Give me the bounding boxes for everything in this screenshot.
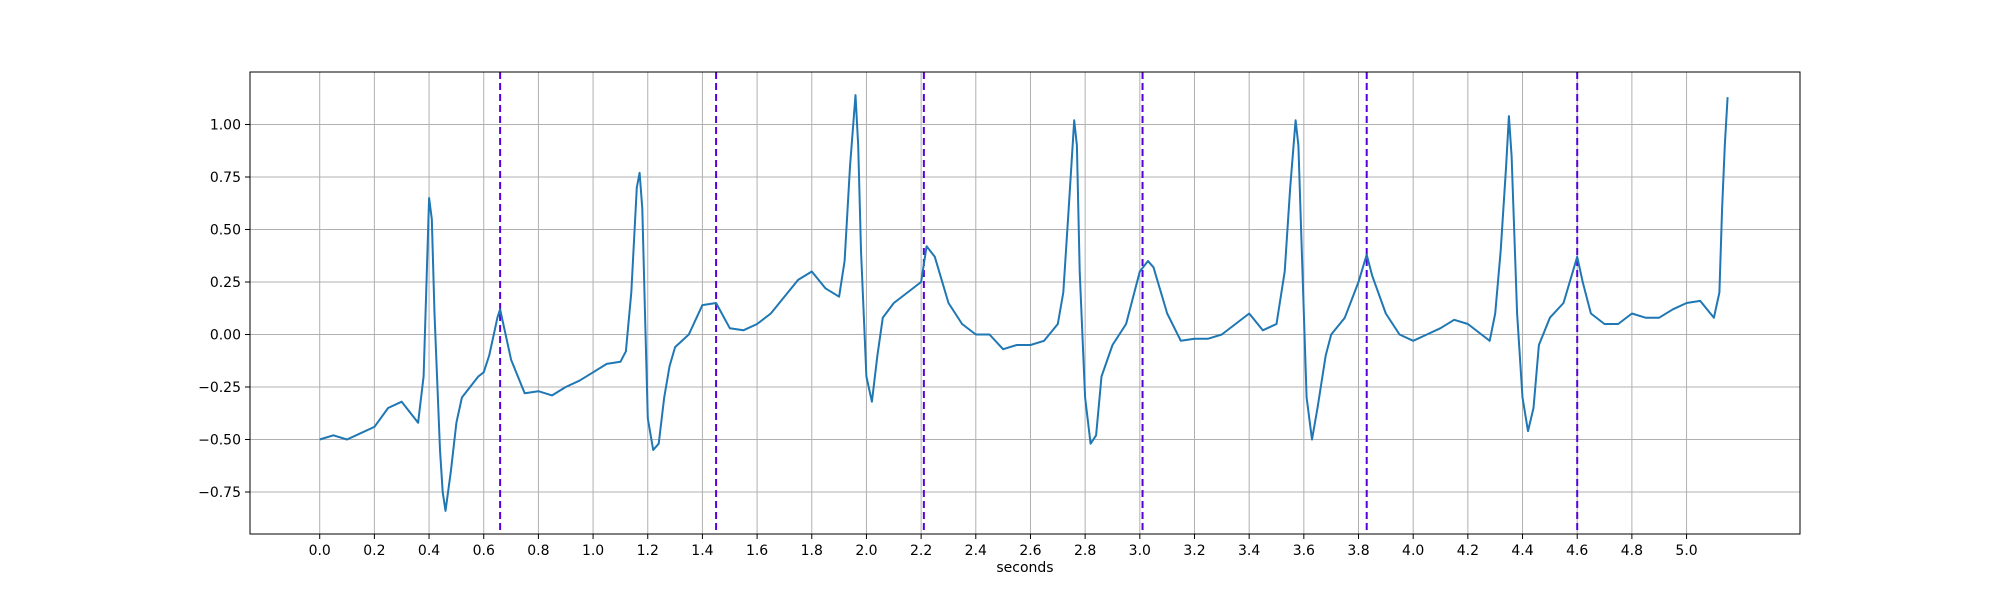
- y-tick-label: −0.25: [198, 380, 241, 396]
- plot-frame: [249, 71, 1801, 535]
- y-tick-label: 0.00: [210, 328, 241, 344]
- x-tick-label: 1.6: [746, 543, 768, 559]
- x-tick-label: 4.6: [1566, 543, 1588, 559]
- x-tick-label: 4.2: [1457, 543, 1479, 559]
- x-tick-label: 3.8: [1347, 543, 1369, 559]
- x-tick-label: 1.0: [582, 543, 604, 559]
- x-tick-label: 5.0: [1675, 543, 1697, 559]
- x-tick-label: 3.0: [1129, 543, 1151, 559]
- x-tick-label: 0.4: [418, 543, 440, 559]
- x-tick-label: 1.2: [637, 543, 659, 559]
- y-tick-label: 0.50: [210, 223, 241, 239]
- y-tick-label: −0.50: [198, 433, 241, 449]
- x-axis: 0.0 0.2 0.4 0.6 0.8 1.0 1.2 1.4 1.6 1.8 2.0 2.2 2.4 2…: [309, 534, 1698, 559]
- y-tick-label: 1.00: [210, 118, 241, 134]
- x-tick-label: 2.4: [965, 543, 987, 559]
- grid: [250, 72, 1800, 534]
- x-tick-label: 0.8: [527, 543, 549, 559]
- x-tick-label: 2.0: [855, 543, 877, 559]
- y-tick-label: −0.75: [198, 485, 241, 501]
- x-tick-label: 0.0: [309, 543, 331, 559]
- x-tick-label: 1.4: [691, 543, 713, 559]
- y-tick-label: 0.25: [210, 275, 241, 291]
- signal-line: [319, 94, 1729, 512]
- x-tick-label: 4.8: [1621, 543, 1643, 559]
- x-tick-label: 2.6: [1019, 543, 1041, 559]
- x-tick-label: 0.6: [473, 543, 495, 559]
- y-axis: −0.75 −0.50 −0.25 0.00 0.25 0.50 0.75 1.00: [198, 118, 250, 501]
- x-tick-label: 2.2: [910, 543, 932, 559]
- series-layer: [319, 94, 1729, 512]
- x-tick-label: 0.2: [363, 543, 385, 559]
- x-tick-label: 4.4: [1511, 543, 1533, 559]
- x-tick-label: 3.4: [1238, 543, 1260, 559]
- x-tick-label: 4.0: [1402, 543, 1424, 559]
- vertical-markers: [499, 72, 1579, 534]
- x-tick-label: 2.8: [1074, 543, 1096, 559]
- x-tick-label: 3.2: [1183, 543, 1205, 559]
- x-axis-label: seconds: [996, 560, 1053, 576]
- x-tick-label: 1.8: [801, 543, 823, 559]
- x-tick-label: 3.6: [1293, 543, 1315, 559]
- y-tick-label: 0.75: [210, 170, 241, 186]
